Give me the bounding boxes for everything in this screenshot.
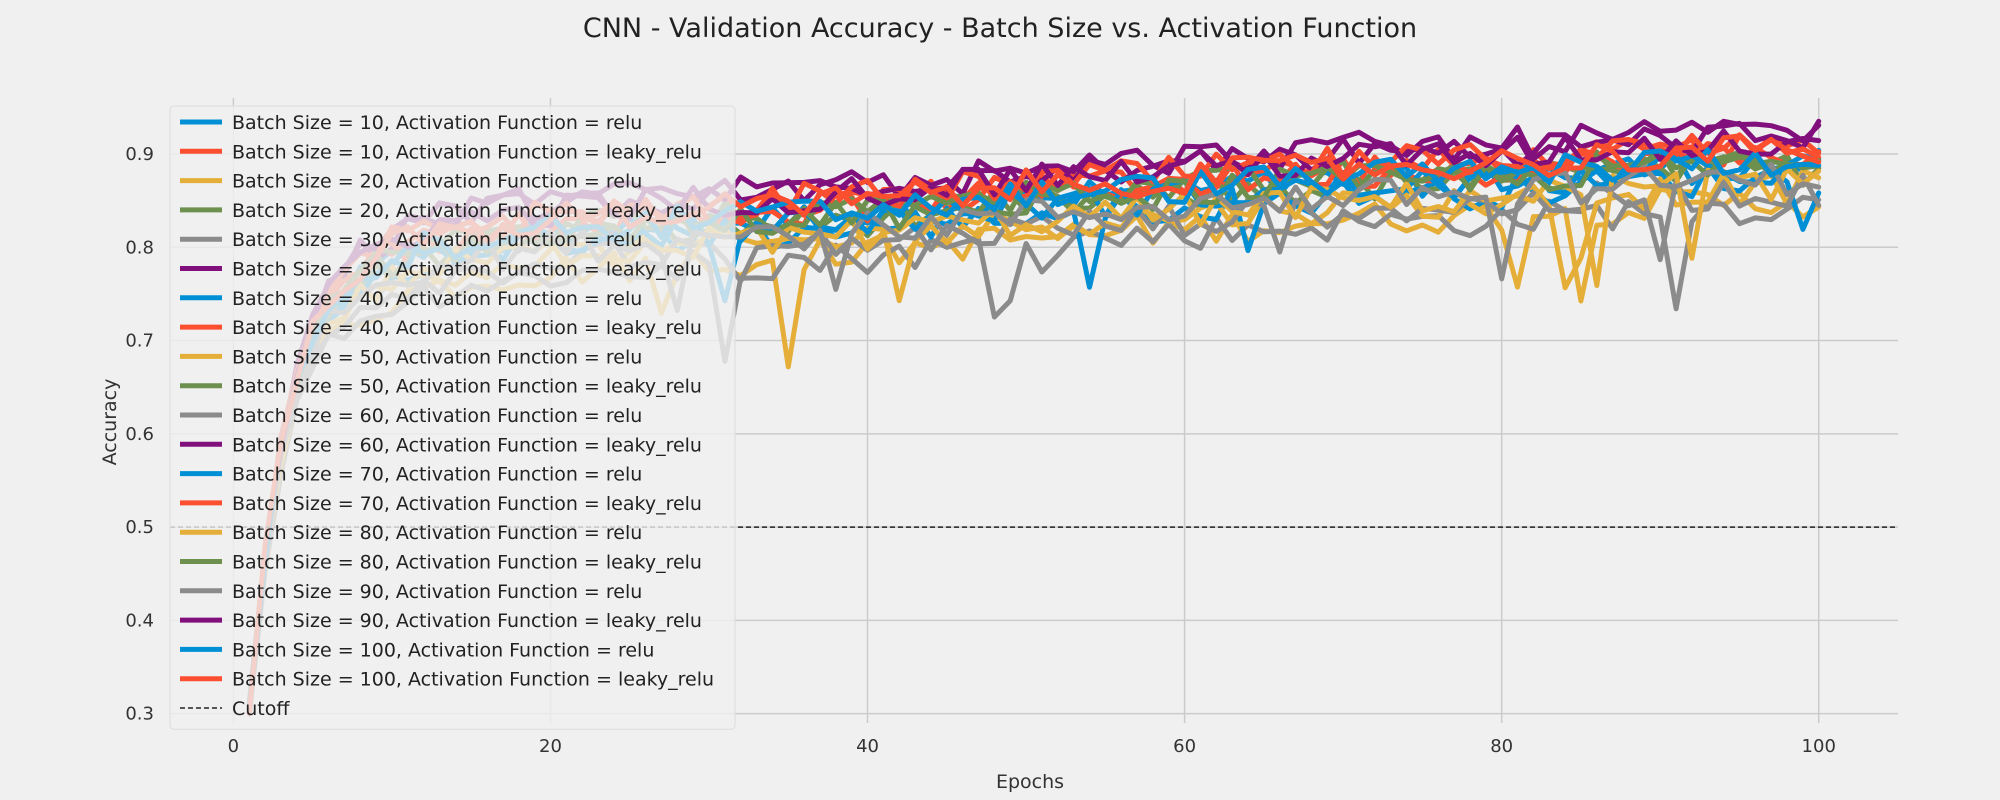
legend-entry: Batch Size = 10, Activation Function = r… — [232, 112, 642, 134]
y-tick-label: 0.8 — [125, 237, 154, 258]
x-tick-label: 80 — [1490, 736, 1513, 757]
axis-layer: 0 20 40 60 80 100 0.3 0.4 0.5 0.6 0.7 0.8 0.9 — [125, 144, 1836, 757]
x-tick-label: 60 — [1173, 736, 1196, 757]
legend: Batch Size = 10, Activation Function = r… — [169, 105, 736, 730]
legend-entry: Batch Size = 60, Activation Function = r… — [232, 405, 642, 427]
legend-entry: Batch Size = 20, Activation Function = l… — [232, 200, 702, 222]
legend-entry-cutoff: Cutoff — [232, 698, 290, 720]
y-axis-label: Accuracy — [99, 379, 121, 466]
legend-entry: Batch Size = 100, Activation Function = … — [232, 639, 654, 661]
legend-entry: Batch Size = 70, Activation Function = l… — [232, 493, 702, 515]
legend-entry: Batch Size = 40, Activation Function = r… — [232, 288, 642, 310]
legend-entry: Batch Size = 80, Activation Function = r… — [232, 522, 642, 544]
legend-entry: Batch Size = 50, Activation Function = r… — [232, 346, 642, 368]
legend-entry: Batch Size = 100, Activation Function = … — [232, 669, 714, 691]
y-tick-label: 0.7 — [125, 331, 154, 352]
legend-entry: Batch Size = 80, Activation Function = l… — [232, 552, 702, 574]
legend-entry: Batch Size = 40, Activation Function = l… — [232, 317, 702, 339]
legend-entry: Batch Size = 60, Activation Function = l… — [232, 434, 702, 456]
legend-entry: Batch Size = 30, Activation Function = l… — [232, 259, 702, 281]
legend-entry: Batch Size = 20, Activation Function = r… — [232, 171, 642, 193]
y-tick-label: 0.9 — [125, 144, 154, 165]
y-tick-label: 0.6 — [125, 424, 154, 445]
legend-entry: Batch Size = 90, Activation Function = r… — [232, 581, 642, 603]
y-tick-label: 0.4 — [125, 610, 154, 631]
legend-entry: Batch Size = 50, Activation Function = l… — [232, 376, 702, 398]
x-tick-label: 100 — [1802, 736, 1836, 757]
x-tick-label: 40 — [856, 736, 879, 757]
y-tick-label: 0.5 — [125, 517, 154, 538]
legend-entry: Batch Size = 90, Activation Function = l… — [232, 610, 702, 632]
legend-entry: Batch Size = 70, Activation Function = r… — [232, 464, 642, 486]
legend-entry: Batch Size = 10, Activation Function = l… — [232, 141, 702, 163]
y-tick-label: 0.3 — [125, 704, 154, 725]
x-axis-label: Epochs — [996, 771, 1064, 793]
x-tick-label: 20 — [539, 736, 562, 757]
legend-entry: Batch Size = 30, Activation Function = r… — [232, 229, 642, 251]
chart-title: CNN - Validation Accuracy - Batch Size v… — [583, 13, 1417, 44]
legend-box — [169, 105, 736, 730]
x-tick-label: 0 — [228, 736, 239, 757]
